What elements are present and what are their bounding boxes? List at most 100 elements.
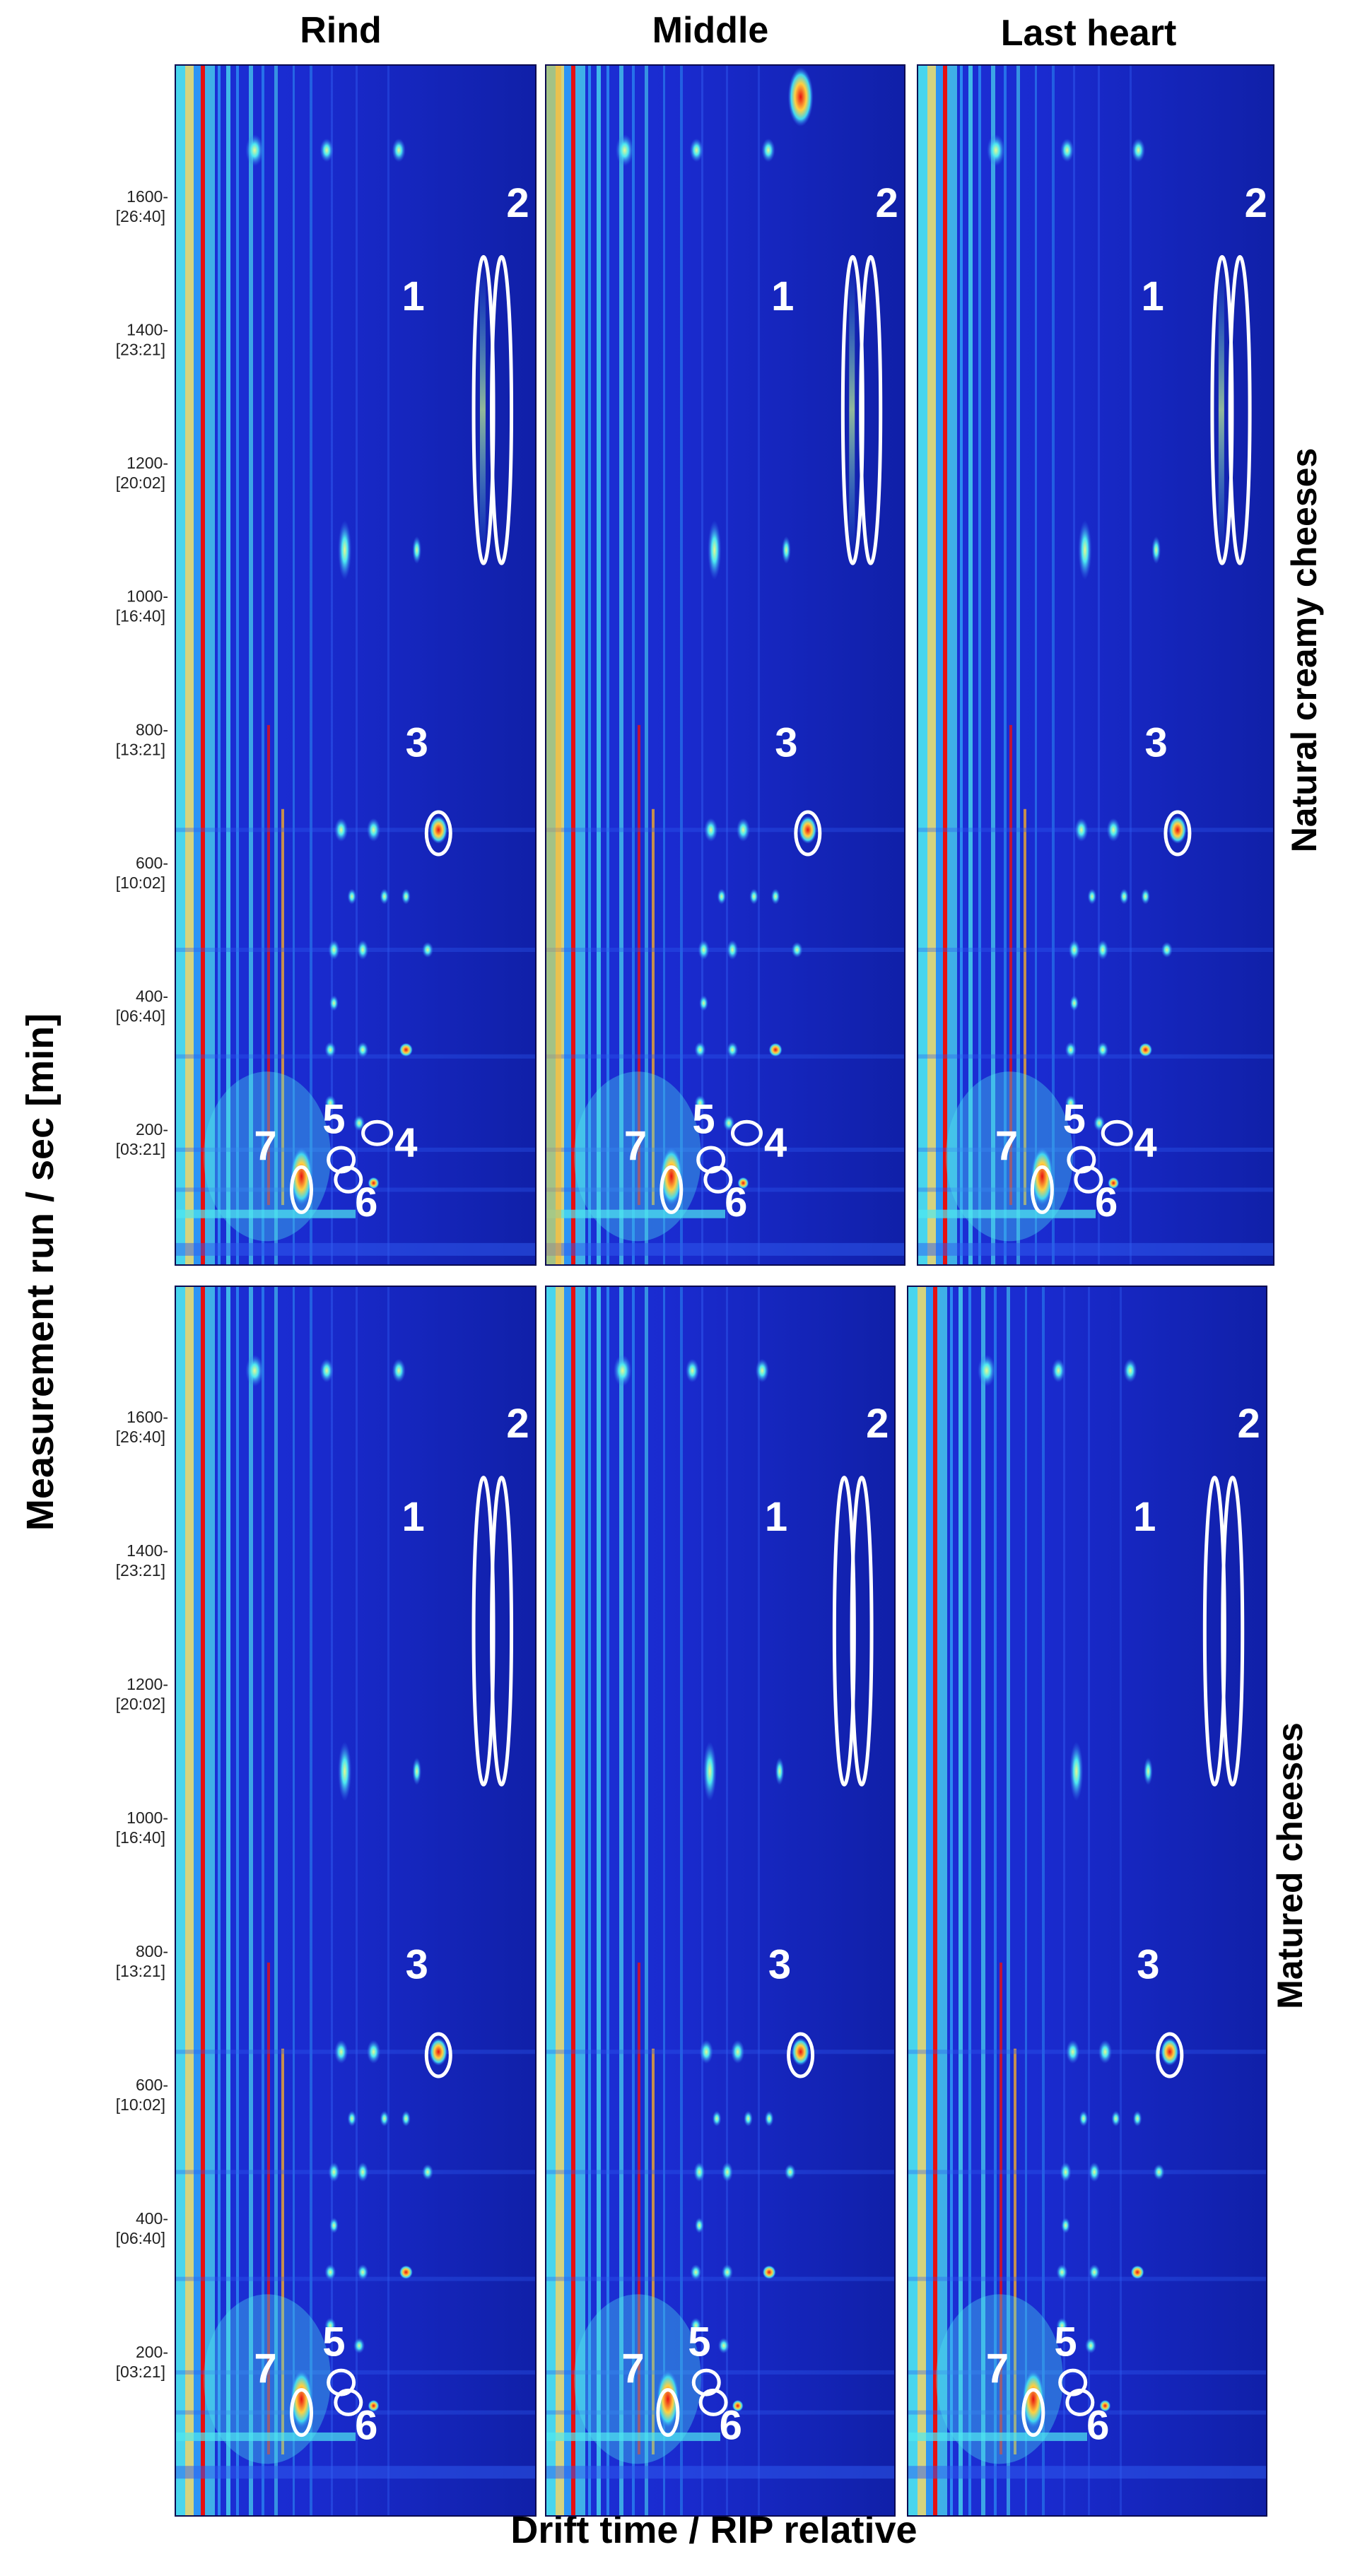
rip-line <box>943 65 946 1265</box>
y-tick-sublabel: [06:40] <box>116 2229 165 2247</box>
annotation-label-6: 6 <box>1095 1180 1118 1225</box>
peak-spot <box>368 1177 380 1189</box>
peak-spot <box>699 2040 713 2064</box>
drift-streak <box>937 1286 947 2516</box>
peak-spot <box>245 1355 264 1387</box>
drift-streak <box>968 65 973 1265</box>
horizontal-band <box>546 2170 895 2175</box>
peak-spot <box>1153 2164 1165 2180</box>
peak-spot <box>353 2337 365 2354</box>
annotation-label-7: 7 <box>254 2346 276 2392</box>
drift-streak <box>293 1286 295 2516</box>
annotation-label-5: 5 <box>322 1096 345 1142</box>
drift-streak <box>331 65 333 1265</box>
horizontal-band <box>546 2370 895 2375</box>
drift-streak <box>645 65 648 1265</box>
drift-streak <box>310 1286 312 2516</box>
peak-spot <box>1078 520 1092 580</box>
peak-spot <box>775 1757 785 1785</box>
peak-spot <box>412 536 422 564</box>
drift-streak <box>619 1286 623 2516</box>
peak-spot <box>1087 888 1097 905</box>
drift-streak <box>226 1286 230 2516</box>
annotation-label-7: 7 <box>986 2346 1009 2392</box>
peak-spot <box>1089 2264 1101 2281</box>
peak-spot <box>1097 1042 1109 1058</box>
y-ticks-top-row: 1600-[26:40] 1400- [23:21] 1200- [20:02] 1000… <box>116 187 168 1158</box>
peak-spot <box>1141 888 1150 905</box>
peak-spot <box>727 940 739 960</box>
drift-streak <box>680 1286 683 2516</box>
peak-spot <box>1131 138 1146 163</box>
peak-spot <box>723 1114 735 1131</box>
annotation-label-5: 5 <box>688 2319 710 2365</box>
peak-spot <box>690 2264 702 2281</box>
horizontal-band <box>175 948 536 952</box>
peak-streak <box>849 270 855 551</box>
peak-spot <box>615 134 634 166</box>
y-tick-sublabel: [10:02] <box>116 2095 165 2114</box>
horizontal-band <box>546 1147 905 1152</box>
drift-streak <box>950 1286 953 2516</box>
y-tick-label: 400- <box>136 987 168 1005</box>
signal-line <box>638 724 640 1206</box>
y-tick-sublabel: [10:02] <box>116 874 165 892</box>
annotation-ellipse <box>703 1165 733 1194</box>
y-tick-sublabel: [26:40] <box>116 207 165 225</box>
peak-spot <box>429 2037 448 2066</box>
drift-streak <box>331 1286 333 2516</box>
annotation-label-3: 3 <box>775 720 797 766</box>
peak-spot <box>1066 2040 1080 2064</box>
drift-streak <box>619 65 623 1265</box>
horizontal-band <box>908 2049 1267 2054</box>
horizontal-band <box>175 2370 536 2375</box>
annotation-ellipse <box>1163 810 1192 857</box>
peak-spot <box>329 2217 339 2234</box>
y-tick-label: 1200- <box>127 454 168 472</box>
drift-streak <box>1052 65 1055 1265</box>
peak-spot <box>399 1042 414 1057</box>
annotation-group: 1 2 3 4 56 7 <box>995 180 1267 1225</box>
peak-spot <box>703 1741 717 1801</box>
y-tick-label: 1400- <box>127 1541 168 1560</box>
y-tick-label: 1000- <box>127 1809 168 1827</box>
peak-spot <box>685 1358 700 1383</box>
peak-spot <box>613 1355 632 1387</box>
peak-spot <box>357 2264 369 2281</box>
peak-spot <box>392 1358 406 1383</box>
horizontal-band <box>175 2049 536 2054</box>
peak-spot <box>366 818 381 842</box>
peak-streak <box>479 270 486 551</box>
y-tick-label: 1000- <box>127 587 168 606</box>
peak-spot <box>704 818 718 842</box>
drift-streak <box>588 65 591 1265</box>
peak-spot <box>1111 2110 1121 2127</box>
peak-spot <box>1065 1042 1077 1058</box>
drift-streak <box>1042 1286 1045 2516</box>
signal-line <box>1000 1963 1002 2454</box>
annotation-ellipse <box>656 2388 680 2437</box>
y-tick-label: 1600- <box>127 187 168 206</box>
annotation-group: 1 2 3 56 7 <box>621 1401 889 2448</box>
drift-streak <box>293 65 295 1265</box>
annotation-ellipse <box>1221 1476 1245 1787</box>
drift-streak <box>959 1286 963 2516</box>
row-title-matured: Matured cheeses <box>1270 1722 1310 2009</box>
annotation-ellipse <box>424 2032 452 2078</box>
peak-spot <box>731 2040 745 2064</box>
panel-frame <box>545 1286 896 2517</box>
drift-streak <box>274 1286 278 2516</box>
peak-spot <box>324 2317 336 2334</box>
y-tick-sublabel: [23:21] <box>116 1561 165 1580</box>
drift-streak <box>387 65 389 1265</box>
peak-spot <box>401 2110 411 2127</box>
peak-spot <box>338 1741 352 1801</box>
horizontal-band <box>546 828 905 833</box>
annotation-label-1: 1 <box>771 274 794 319</box>
drift-streak <box>1063 1286 1065 2516</box>
peak-spot <box>1099 2399 1111 2412</box>
panel-frame <box>917 64 1274 1266</box>
drift-streak <box>701 1286 703 2516</box>
drift-streak <box>597 1286 601 2516</box>
peak-spot <box>1085 2337 1097 2354</box>
